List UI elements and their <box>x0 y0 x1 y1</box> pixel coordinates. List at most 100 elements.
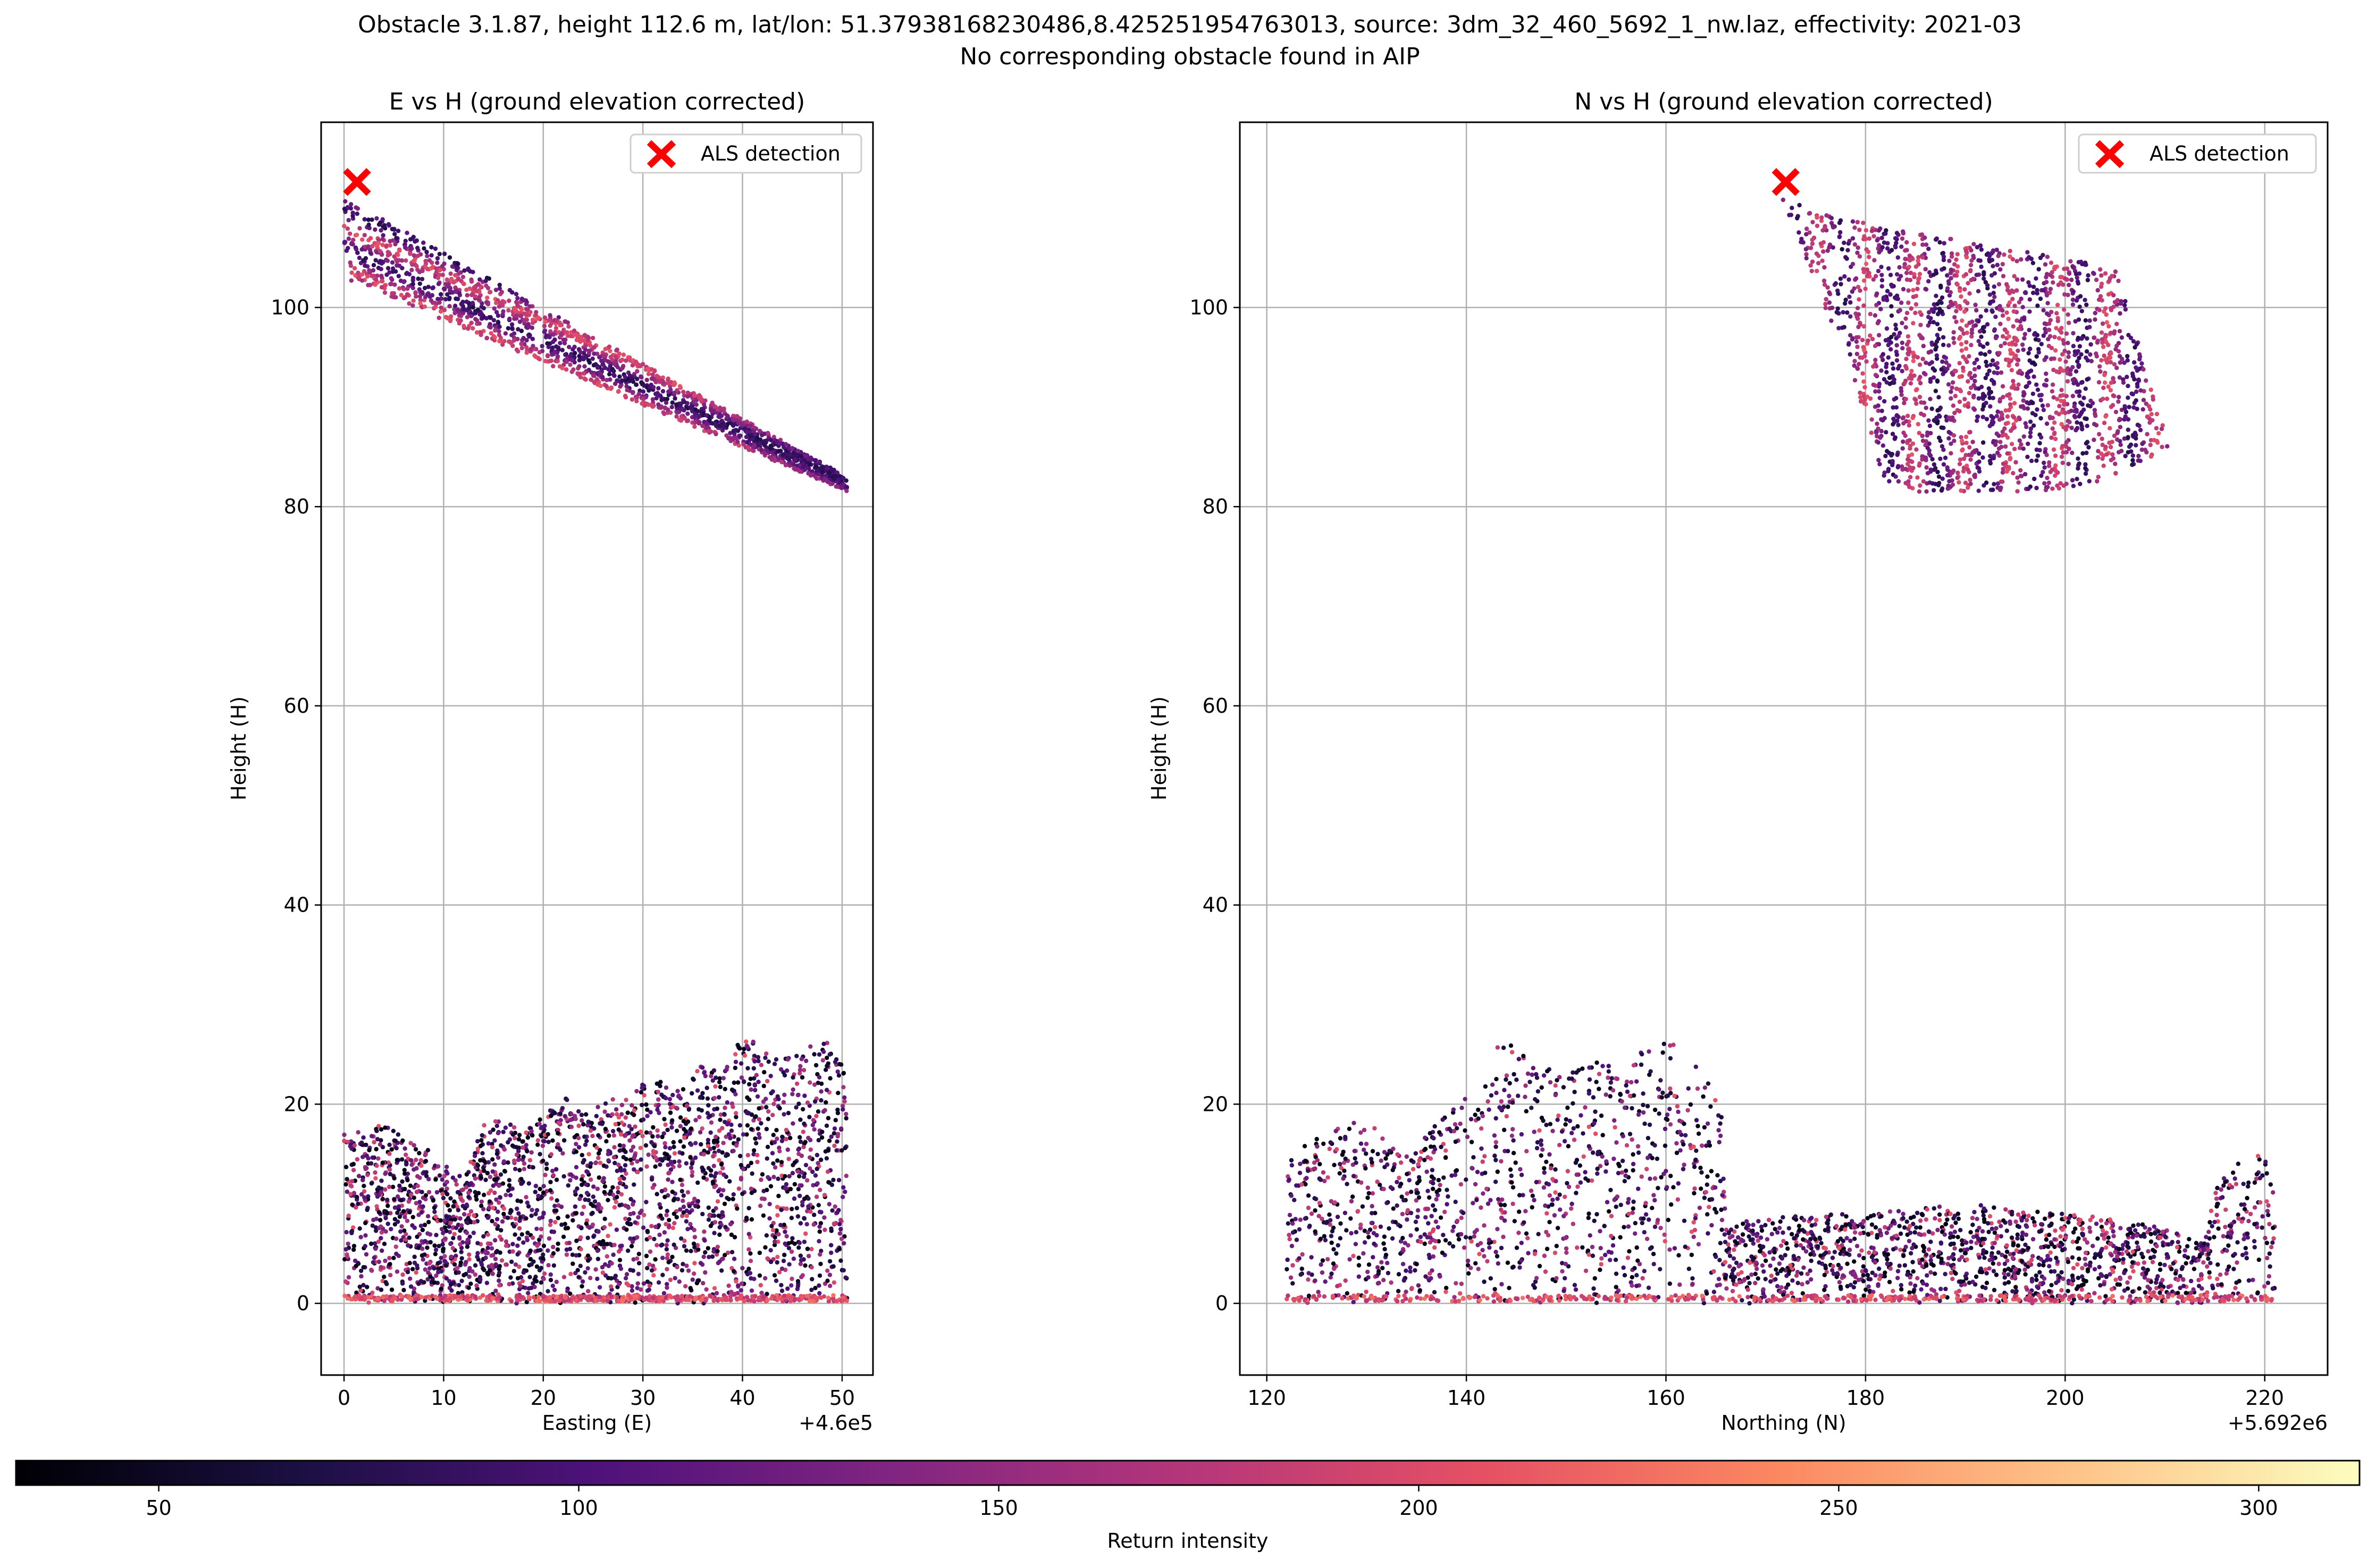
lidar-point <box>710 400 715 406</box>
lidar-point <box>574 1211 579 1216</box>
lidar-point <box>810 1277 815 1282</box>
lidar-point <box>399 258 405 263</box>
lidar-point <box>702 1149 707 1153</box>
lidar-point <box>682 393 687 398</box>
lidar-point <box>445 292 450 297</box>
lidar-point <box>647 1294 652 1299</box>
lidar-point <box>741 1079 746 1084</box>
lidar-point <box>356 1201 360 1207</box>
lidar-point <box>833 1059 838 1065</box>
lidar-point <box>496 319 500 324</box>
lidar-point <box>494 1197 499 1202</box>
lidar-point <box>586 1258 591 1263</box>
lidar-point <box>603 1273 608 1278</box>
lidar-point <box>762 1070 767 1075</box>
lidar-point <box>471 1230 476 1235</box>
lidar-point <box>816 1137 821 1143</box>
lidar-point <box>801 464 806 469</box>
lidar-point <box>436 1164 441 1169</box>
lidar-point <box>373 1170 377 1175</box>
lidar-point <box>448 1220 453 1226</box>
lidar-point <box>352 1143 357 1148</box>
lidar-point <box>438 1218 443 1223</box>
lidar-point <box>448 1296 452 1301</box>
lidar-point <box>577 1196 582 1201</box>
lidar-point <box>534 1264 540 1269</box>
lidar-point <box>612 1145 617 1150</box>
lidar-point <box>448 1196 453 1201</box>
lidar-point <box>538 1152 542 1157</box>
lidar-point <box>798 1221 803 1226</box>
lidar-point <box>528 1257 533 1262</box>
lidar-point <box>402 1215 407 1219</box>
lidar-point <box>718 1117 723 1122</box>
lidar-point <box>486 276 491 281</box>
lidar-point <box>346 236 351 241</box>
lidar-point <box>789 1283 794 1288</box>
lidar-point <box>775 439 779 443</box>
lidar-point <box>408 251 413 256</box>
lidar-point <box>366 1156 371 1161</box>
lidar-point <box>615 1185 620 1190</box>
lidar-point <box>484 335 490 341</box>
lidar-point <box>572 355 577 359</box>
lidar-point <box>343 1279 348 1284</box>
lidar-point <box>817 1273 822 1278</box>
lidar-point <box>817 1229 822 1234</box>
lidar-point <box>478 330 483 335</box>
lidar-point <box>496 1131 501 1135</box>
lidar-point <box>503 331 508 336</box>
lidar-point <box>402 1146 407 1151</box>
lidar-point <box>478 1277 483 1282</box>
lidar-point <box>693 1203 698 1209</box>
lidar-point <box>769 1224 774 1228</box>
lidar-point <box>657 1233 662 1237</box>
lidar-point <box>497 282 502 288</box>
lidar-point <box>576 1109 581 1114</box>
lidar-point <box>711 1249 716 1254</box>
lidar-point <box>745 1044 750 1050</box>
lidar-point <box>624 1272 629 1277</box>
lidar-point <box>2041 1263 2046 1268</box>
lidar-point <box>598 383 603 389</box>
lidar-point <box>481 306 486 310</box>
lidar-point <box>392 1176 397 1181</box>
lidar-point <box>817 1239 821 1244</box>
lidar-point <box>385 1198 390 1202</box>
lidar-point <box>777 1145 782 1150</box>
lidar-point <box>568 363 573 367</box>
lidar-point <box>590 1297 594 1302</box>
lidar-point <box>578 339 583 344</box>
lidar-point <box>434 270 439 275</box>
lidar-point <box>359 272 365 277</box>
lidar-point <box>689 1249 693 1253</box>
lidar-point <box>510 1143 515 1148</box>
lidar-point <box>373 1176 378 1181</box>
lidar-point <box>791 1257 796 1261</box>
lidar-point <box>403 239 408 243</box>
lidar-point <box>344 1230 349 1235</box>
lidar-point <box>578 1247 583 1252</box>
lidar-point <box>345 205 350 210</box>
lidar-point <box>550 340 556 344</box>
lidar-point <box>444 1165 449 1169</box>
lidar-point <box>603 1126 608 1132</box>
lidar-point <box>383 1229 388 1234</box>
lidar-point <box>527 334 532 339</box>
lidar-point <box>606 367 611 372</box>
lidar-point <box>618 1132 624 1137</box>
lidar-point <box>471 1161 476 1166</box>
lidar-point <box>548 1179 553 1185</box>
lidar-point <box>753 1294 758 1299</box>
lidar-point <box>800 1200 805 1204</box>
lidar-point <box>379 1127 384 1132</box>
lidar-point <box>432 1266 436 1271</box>
lidar-point <box>351 1168 356 1173</box>
lidar-point <box>400 1138 405 1143</box>
lidar-point <box>642 1093 647 1098</box>
lidar-point <box>595 351 600 356</box>
lidar-point <box>808 1155 812 1160</box>
lidar-point <box>531 1295 536 1300</box>
lidar-point <box>716 1189 721 1194</box>
lidar-point <box>820 1058 826 1063</box>
